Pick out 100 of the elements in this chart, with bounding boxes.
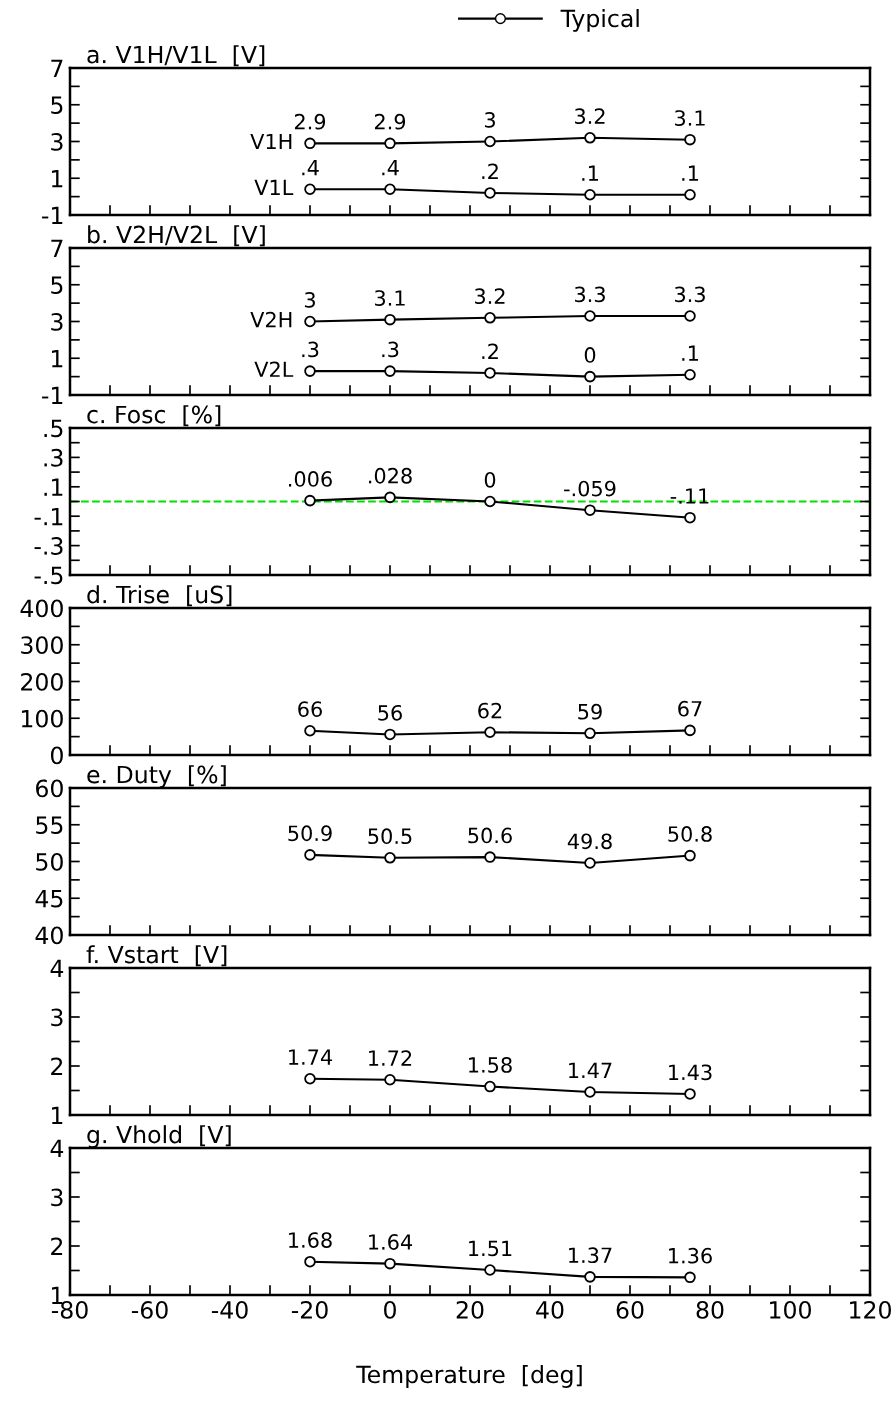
data-label: .3 xyxy=(302,341,319,358)
y-tick-label: 5 xyxy=(51,96,63,115)
y-tick-label: 3 xyxy=(51,132,63,151)
y-tick-label: .1 xyxy=(44,478,63,496)
point xyxy=(684,1271,696,1284)
y-tick-label: 400 xyxy=(20,599,63,618)
y-tick-label: -.1 xyxy=(34,507,63,526)
chart-title: d. Trise [uS] xyxy=(87,585,232,607)
data-label: .2 xyxy=(482,163,498,179)
x-tick-label: 20 xyxy=(456,1300,484,1319)
data-label: 3.1 xyxy=(375,290,405,306)
data-label: 1.36 xyxy=(669,1247,712,1264)
chart-title: c. Fosc [%] xyxy=(87,405,221,427)
data-label: 2.9 xyxy=(374,113,406,130)
data-label: 2.9 xyxy=(294,113,326,130)
y-tick-label: 55 xyxy=(36,816,63,835)
point xyxy=(484,1080,496,1093)
data-label: 3.2 xyxy=(475,288,505,305)
point xyxy=(304,494,316,507)
point xyxy=(304,315,316,328)
chart-title: e. Duty [%] xyxy=(87,765,226,788)
point xyxy=(484,495,496,508)
data-label: 50.6 xyxy=(468,827,512,844)
data-label: 1.37 xyxy=(569,1247,612,1264)
y-tick-label: 300 xyxy=(21,636,63,655)
y-tick-label: 200 xyxy=(21,672,63,691)
point xyxy=(684,133,696,146)
y-tick-label: 1 xyxy=(52,170,63,188)
y-tick-label: 7 xyxy=(51,59,63,77)
x-tick-label: 60 xyxy=(616,1300,644,1319)
y-tick-label: 3 xyxy=(51,1008,63,1027)
data-label: .3 xyxy=(382,341,399,358)
point xyxy=(384,183,396,196)
data-label: 0 xyxy=(484,471,496,488)
y-tick-label: 50 xyxy=(36,852,63,871)
point xyxy=(304,183,316,196)
point xyxy=(304,1072,316,1085)
data-label: 1.58 xyxy=(469,1057,512,1073)
data-label: .1 xyxy=(682,345,699,361)
point xyxy=(584,1086,596,1098)
point xyxy=(384,313,396,326)
point xyxy=(684,1088,696,1100)
x-tick-label: 40 xyxy=(536,1300,564,1319)
y-tick-label: 45 xyxy=(35,890,63,908)
point xyxy=(684,310,696,322)
x-tick-label: 80 xyxy=(696,1300,724,1319)
data-label: 3.1 xyxy=(675,110,705,126)
data-label: 50.9 xyxy=(288,825,332,842)
data-label: 50.5 xyxy=(368,828,412,845)
chart-title: f. Vstart [V] xyxy=(86,945,227,967)
point xyxy=(484,187,496,199)
x-axis-title: Temperature [deg] xyxy=(356,1365,582,1388)
x-tick-label: 0 xyxy=(384,1300,396,1319)
point xyxy=(584,132,596,144)
x-tick-label: 100 xyxy=(770,1300,811,1319)
data-label: .4 xyxy=(382,160,399,176)
data-label: 3.3 xyxy=(675,286,705,303)
data-label: 1.72 xyxy=(369,1050,412,1066)
data-label: -.11 xyxy=(670,488,709,504)
point xyxy=(304,1255,316,1268)
y-tick-label: 0 xyxy=(50,746,63,765)
point xyxy=(584,857,596,869)
point xyxy=(304,849,316,861)
y-tick-label: 100 xyxy=(21,709,63,728)
point xyxy=(384,1073,396,1086)
data-label: 0 xyxy=(584,347,596,363)
y-tick-label: 3 xyxy=(51,1188,63,1207)
series-label: V2H xyxy=(250,311,292,328)
data-label: -.059 xyxy=(564,480,616,497)
data-label: 3 xyxy=(484,111,495,128)
y-tick-label: 3 xyxy=(51,312,63,331)
data-label: .028 xyxy=(369,467,412,484)
point xyxy=(384,365,396,377)
point xyxy=(484,1264,496,1276)
data-label: 3.2 xyxy=(575,108,605,125)
y-tick-label: -1 xyxy=(42,206,63,224)
y-tick-label: .3 xyxy=(44,448,63,467)
x-tick-label: -20 xyxy=(291,1300,328,1319)
data-label: 1.43 xyxy=(669,1064,712,1081)
point xyxy=(484,135,496,148)
data-label: 1.68 xyxy=(289,1232,332,1248)
point xyxy=(484,851,496,863)
data-label: 50.8 xyxy=(668,826,712,842)
data-label: 3 xyxy=(304,291,315,308)
point xyxy=(584,1271,596,1283)
data-label: 56 xyxy=(378,704,402,721)
point xyxy=(684,369,696,381)
data-label: .2 xyxy=(482,343,498,359)
point xyxy=(684,511,696,524)
data-label: 66 xyxy=(298,701,322,717)
data-label: 1.47 xyxy=(569,1062,612,1078)
point xyxy=(304,365,316,377)
point xyxy=(304,137,316,150)
x-tick-label: -40 xyxy=(211,1300,248,1319)
x-tick-label: -60 xyxy=(131,1300,168,1319)
point xyxy=(584,370,596,383)
data-label: .1 xyxy=(682,165,699,181)
point xyxy=(684,849,696,862)
data-label: 1.74 xyxy=(289,1049,333,1065)
data-label: .4 xyxy=(302,160,319,176)
